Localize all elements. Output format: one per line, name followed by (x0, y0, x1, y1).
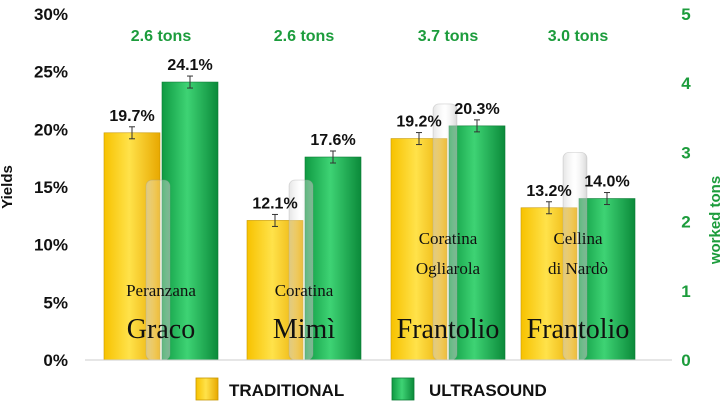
y2-tick-label: 3 (681, 143, 690, 162)
legend-swatch-ultrasound (391, 377, 415, 401)
y-tick-label: 15% (34, 178, 68, 197)
value-label-ultrasound: 14.0% (584, 174, 629, 191)
value-label-ultrasound: 20.3% (454, 101, 499, 118)
cultivar-name: Peranzana (126, 281, 196, 300)
value-label-traditional: 12.1% (252, 195, 297, 212)
y-tick-label: 25% (34, 63, 68, 82)
y2-tick-label: 2 (681, 213, 690, 232)
legend-label-traditional: TRADITIONAL (229, 381, 344, 400)
value-label-ultrasound: 24.1% (167, 57, 212, 74)
value-label-traditional: 19.7% (109, 108, 154, 125)
y2-axis-title: worked tons (707, 176, 724, 265)
right-axis-ticks: 0 1 2 3 4 5 (681, 5, 691, 370)
value-label-ultrasound: 17.6% (310, 132, 355, 149)
cultivar-name: Ogliarola (416, 259, 481, 278)
cultivar-name-large: Mimì (273, 314, 335, 345)
y-tick-label: 5% (43, 293, 68, 312)
y-axis-title: Yields (0, 165, 16, 209)
cultivar-name: Coratina (275, 281, 334, 300)
y2-tick-label: 4 (681, 74, 691, 93)
cultivar-name-large: Frantolio (527, 314, 630, 345)
y2-tick-label: 0 (681, 351, 690, 370)
y-tick-label: 0% (43, 351, 68, 370)
tons-label: 2.6 tons (131, 28, 192, 45)
bars-layer (85, 75, 672, 361)
tons-label: 3.7 tons (418, 28, 479, 45)
cultivar-name-large: Frantolio (397, 314, 500, 345)
value-label-traditional: 19.2% (396, 114, 441, 131)
tons-label: 3.0 tons (548, 28, 609, 45)
cultivar-name: Coratina (419, 229, 478, 248)
cultivar-name-large: Graco (127, 314, 195, 345)
cultivar-name: Cellina (553, 229, 603, 248)
legend: TRADITIONAL ULTRASOUND (195, 377, 547, 401)
legend-label-ultrasound: ULTRASOUND (429, 381, 547, 400)
value-label-traditional: 13.2% (526, 183, 571, 200)
tons-label: 2.6 tons (274, 28, 335, 45)
y2-tick-label: 5 (681, 5, 690, 24)
cultivar-name: di Nardò (548, 259, 608, 278)
labels-layer: 19.7% 24.1% 2.6 tons Peranzana Graco 12.1% 17.… (109, 28, 629, 345)
legend-swatch-traditional (195, 377, 219, 401)
bar-ultrasound (578, 198, 636, 361)
left-axis-ticks: 0% 5% 10% 15% 20% 25% 30% (34, 5, 68, 370)
y2-tick-label: 1 (681, 282, 690, 301)
y-tick-label: 10% (34, 236, 68, 255)
y-tick-label: 30% (34, 5, 68, 24)
y-tick-label: 20% (34, 120, 68, 139)
